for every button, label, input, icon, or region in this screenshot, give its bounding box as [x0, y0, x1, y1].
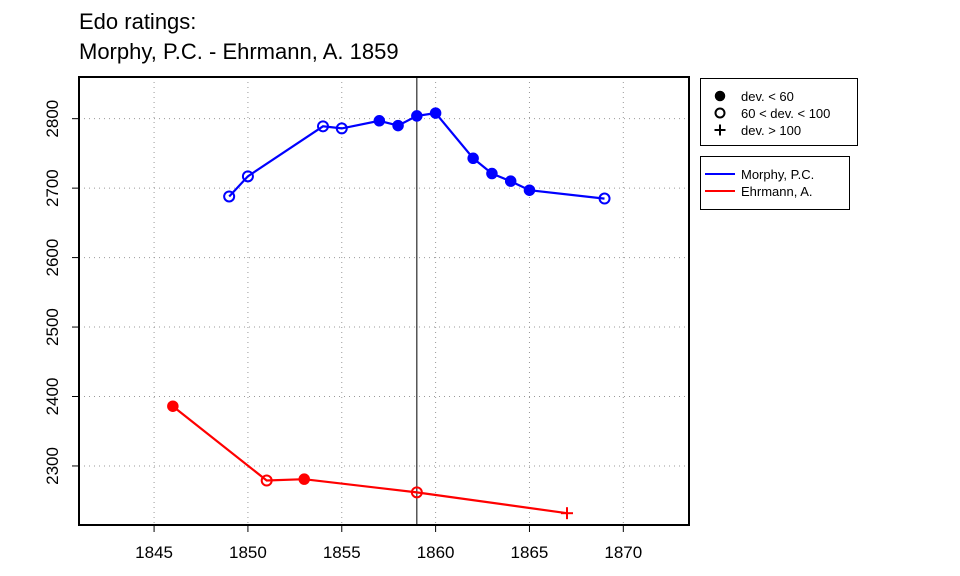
y-tick-label: 2300: [43, 447, 62, 485]
data-point: [467, 152, 479, 165]
data-point: [714, 107, 726, 119]
legend-line-icon: [705, 173, 735, 175]
y-tick-label: 2600: [43, 239, 62, 277]
data-point: [598, 192, 611, 205]
x-tick-label: 1850: [229, 543, 267, 562]
data-point: [429, 107, 442, 119]
legend-markers: dev. < 60 60 < dev. < 100 dev. > 100: [700, 78, 858, 146]
legend-marker-icon: [714, 107, 726, 119]
legend-marker-icon: [714, 124, 726, 136]
data-point: [714, 124, 726, 136]
x-tick-label: 1855: [323, 543, 361, 562]
legend-item: dev. > 100: [701, 122, 801, 138]
legend-item: dev. < 60: [701, 88, 794, 104]
data-point: [392, 119, 404, 132]
data-point: [335, 122, 348, 135]
grid-lines: [79, 77, 689, 525]
data-point: [223, 190, 236, 203]
data-point: [373, 115, 386, 127]
plot-frame: [78, 76, 690, 526]
data-point: [523, 184, 536, 196]
y-tick-label: 2500: [43, 308, 62, 346]
data-point: [561, 507, 573, 520]
legend-line-icon: [705, 190, 735, 192]
legend-label: Ehrmann, A.: [741, 183, 813, 199]
series-morphy-p-c: [223, 107, 611, 205]
data-point: [410, 486, 423, 499]
data-point: [241, 170, 254, 183]
x-axis: 1845 1850 1855 1860 1865 1870: [135, 525, 642, 562]
legend-item: 60 < dev. < 100: [701, 105, 830, 121]
legend-icon: [701, 88, 739, 104]
chart-title-line-1: Edo ratings:: [79, 9, 197, 34]
x-tick-label: 1870: [604, 543, 642, 562]
data-point: [298, 473, 310, 485]
x-tick-label: 1845: [135, 543, 173, 562]
series-ehrmann-a: [167, 400, 573, 520]
data-point: [411, 110, 423, 122]
series-layer: [167, 107, 611, 520]
legend-icon: [701, 105, 739, 121]
data-point: [260, 474, 273, 487]
legend-label: dev. > 100: [741, 122, 802, 138]
legend-icon: [701, 166, 739, 182]
legend-icon: [701, 183, 739, 199]
data-point: [167, 400, 179, 412]
y-axis: 2300 2400 2500 2600 2700 2800: [43, 100, 79, 485]
data-point: [317, 120, 329, 133]
legend-label: 60 < dev. < 100: [741, 105, 831, 121]
legend-label: dev. < 60: [741, 88, 794, 104]
legend-marker-icon: [714, 90, 726, 102]
y-tick-label: 2400: [43, 378, 62, 416]
data-point: [714, 90, 726, 102]
y-tick-label: 2700: [43, 169, 62, 207]
data-point: [486, 167, 498, 180]
data-point: [504, 175, 517, 187]
x-tick-label: 1865: [511, 543, 549, 562]
x-tick-label: 1860: [417, 543, 455, 562]
legend-icon: [701, 122, 739, 138]
legend-item: Ehrmann, A.: [701, 183, 813, 199]
y-tick-label: 2800: [43, 100, 62, 138]
legend-label: Morphy, P.C.: [741, 166, 815, 182]
legend-series: Morphy, P.C. Ehrmann, A.: [700, 156, 850, 210]
series-line: [172, 405, 568, 515]
legend-item: Morphy, P.C.: [701, 166, 814, 182]
chart-title-line-2: Morphy, P.C. - Ehrmann, A. 1859: [79, 39, 399, 64]
